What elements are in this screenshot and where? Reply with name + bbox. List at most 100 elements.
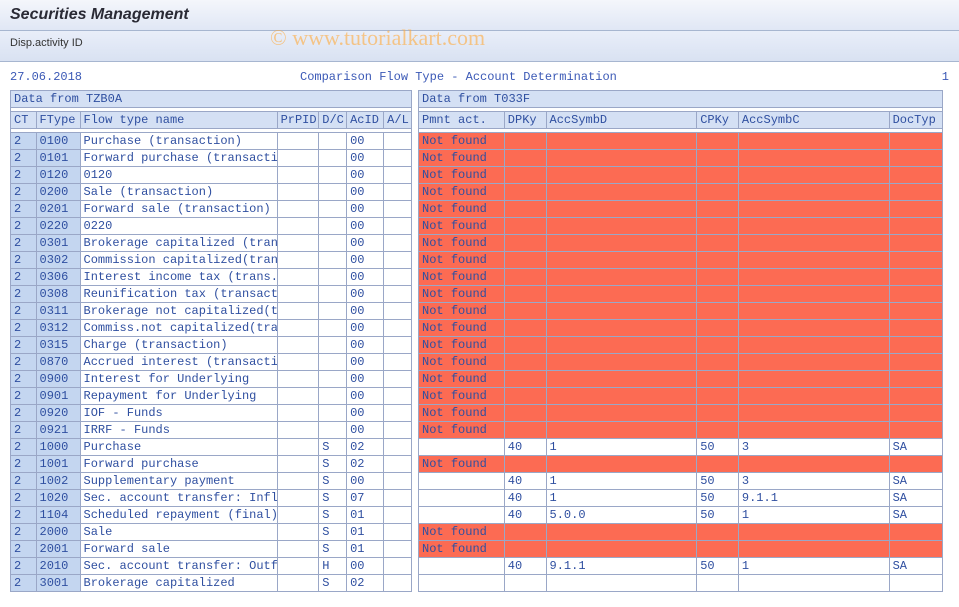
cell-fname: Reunification tax (transact bbox=[80, 286, 277, 303]
cell-acid: 07 bbox=[347, 490, 384, 507]
cell-acid: 00 bbox=[347, 252, 384, 269]
cell-accsymbc: 1 bbox=[738, 558, 889, 575]
table-row[interactable]: 22000SaleS01Not found bbox=[11, 524, 943, 541]
col-asc[interactable]: AccSymbC bbox=[738, 112, 889, 129]
cell-acid: 00 bbox=[347, 286, 384, 303]
cell-ct: 2 bbox=[11, 286, 37, 303]
table-row[interactable]: 20311Brokerage not capitalized(t00Not fo… bbox=[11, 303, 943, 320]
cell-pmntact: Not found bbox=[419, 541, 505, 558]
table-row[interactable]: 20302Commission capitalized(tran00Not fo… bbox=[11, 252, 943, 269]
col-dpky[interactable]: DPKy bbox=[504, 112, 546, 129]
table-row[interactable]: 21001Forward purchaseS02Not found bbox=[11, 456, 943, 473]
col-dc[interactable]: D/C bbox=[319, 112, 347, 129]
cell-pmntact bbox=[419, 439, 505, 456]
col-pa[interactable]: Pmnt act. bbox=[419, 112, 505, 129]
cell-accsymbc bbox=[738, 235, 889, 252]
cell-doctyp: SA bbox=[889, 490, 942, 507]
toolbar: Disp.activity ID © www.tutorialkart.com bbox=[0, 31, 959, 62]
table-row[interactable]: 20120012000Not found bbox=[11, 167, 943, 184]
cell-ftype: 2010 bbox=[36, 558, 80, 575]
col-fname[interactable]: Flow type name bbox=[80, 112, 277, 129]
cell-ftype: 0120 bbox=[36, 167, 80, 184]
table-row[interactable]: 20315Charge (transaction)00Not found bbox=[11, 337, 943, 354]
cell-accsymbd bbox=[546, 405, 697, 422]
cell-gap bbox=[412, 252, 419, 269]
col-cpky[interactable]: CPKy bbox=[697, 112, 739, 129]
cell-dpky bbox=[504, 286, 546, 303]
cell-accsymbd bbox=[546, 354, 697, 371]
section-right-header: Data from T033F bbox=[419, 91, 943, 108]
table-row[interactable]: 20921IRRF - Funds00Not found bbox=[11, 422, 943, 439]
table-row[interactable]: 22010Sec. account transfer: OutfH00409.1… bbox=[11, 558, 943, 575]
cell-ftype: 2001 bbox=[36, 541, 80, 558]
cell-prpid bbox=[277, 456, 319, 473]
cell-cpky bbox=[697, 388, 739, 405]
cell-dc bbox=[319, 252, 347, 269]
table-row[interactable]: 20312Commiss.not capitalized(tra00Not fo… bbox=[11, 320, 943, 337]
cell-dpky: 40 bbox=[504, 439, 546, 456]
cell-accsymbc bbox=[738, 371, 889, 388]
cell-cpky bbox=[697, 133, 739, 150]
col-asd[interactable]: AccSymbD bbox=[546, 112, 697, 129]
cell-pmntact: Not found bbox=[419, 269, 505, 286]
table-row[interactable]: 20870Accrued interest (transacti00Not fo… bbox=[11, 354, 943, 371]
cell-prpid bbox=[277, 354, 319, 371]
cell-cpky bbox=[697, 201, 739, 218]
cell-prpid bbox=[277, 524, 319, 541]
cell-pmntact: Not found bbox=[419, 405, 505, 422]
table-row[interactable]: 21002Supplementary paymentS00401503SA bbox=[11, 473, 943, 490]
table-row[interactable]: 21104Scheduled repayment (final)S01405.0… bbox=[11, 507, 943, 524]
table-row[interactable]: 22001Forward saleS01Not found bbox=[11, 541, 943, 558]
col-acid[interactable]: AcID bbox=[347, 112, 384, 129]
cell-accsymbd bbox=[546, 286, 697, 303]
cell-fname: Sec. account transfer: Infl bbox=[80, 490, 277, 507]
cell-fname: IRRF - Funds bbox=[80, 422, 277, 439]
cell-fname: Sec. account transfer: Outf bbox=[80, 558, 277, 575]
col-ftype[interactable]: FType bbox=[36, 112, 80, 129]
table-row[interactable]: 20200Sale (transaction)00Not found bbox=[11, 184, 943, 201]
table-row[interactable]: 23001Brokerage capitalizedS02 bbox=[11, 575, 943, 592]
cell-pmntact: Not found bbox=[419, 371, 505, 388]
cell-al bbox=[384, 507, 412, 524]
cell-dpky bbox=[504, 133, 546, 150]
cell-ftype: 1000 bbox=[36, 439, 80, 456]
cell-ftype: 0220 bbox=[36, 218, 80, 235]
cell-dpky bbox=[504, 167, 546, 184]
cell-al bbox=[384, 201, 412, 218]
cell-prpid bbox=[277, 439, 319, 456]
table-row[interactable]: 20201Forward sale (transaction)00Not fou… bbox=[11, 201, 943, 218]
table-row[interactable]: 20308Reunification tax (transact00Not fo… bbox=[11, 286, 943, 303]
table-row[interactable]: 20901Repayment for Underlying00Not found bbox=[11, 388, 943, 405]
table-row[interactable]: 20100Purchase (transaction)00Not found bbox=[11, 133, 943, 150]
table-row[interactable]: 21020Sec. account transfer: InflS0740150… bbox=[11, 490, 943, 507]
table-row[interactable]: 20220022000Not found bbox=[11, 218, 943, 235]
cell-accsymbc bbox=[738, 422, 889, 439]
col-al[interactable]: A/L bbox=[384, 112, 412, 129]
cell-ct: 2 bbox=[11, 252, 37, 269]
table-row[interactable]: 20101Forward purchase (transacti00Not fo… bbox=[11, 150, 943, 167]
col-prpid[interactable]: PrPID bbox=[277, 112, 319, 129]
cell-cpky: 50 bbox=[697, 507, 739, 524]
col-dt[interactable]: DocTyp bbox=[889, 112, 942, 129]
cell-ftype: 0921 bbox=[36, 422, 80, 439]
cell-gap bbox=[412, 286, 419, 303]
cell-prpid bbox=[277, 184, 319, 201]
cell-dc: S bbox=[319, 524, 347, 541]
cell-dc bbox=[319, 133, 347, 150]
cell-doctyp bbox=[889, 252, 942, 269]
cell-al bbox=[384, 422, 412, 439]
cell-al bbox=[384, 541, 412, 558]
cell-accsymbc bbox=[738, 252, 889, 269]
table-row[interactable]: 21000PurchaseS02401503SA bbox=[11, 439, 943, 456]
table-row[interactable]: 20920IOF - Funds00Not found bbox=[11, 405, 943, 422]
cell-accsymbc bbox=[738, 167, 889, 184]
report-date: 27.06.2018 bbox=[10, 70, 300, 84]
cell-accsymbc bbox=[738, 218, 889, 235]
col-ct[interactable]: CT bbox=[11, 112, 37, 129]
table-row[interactable]: 20306Interest income tax (trans.00Not fo… bbox=[11, 269, 943, 286]
cell-doctyp: SA bbox=[889, 558, 942, 575]
cell-accsymbd bbox=[546, 184, 697, 201]
cell-dpky bbox=[504, 456, 546, 473]
table-row[interactable]: 20900Interest for Underlying00Not found bbox=[11, 371, 943, 388]
table-row[interactable]: 20301Brokerage capitalized (tran00Not fo… bbox=[11, 235, 943, 252]
